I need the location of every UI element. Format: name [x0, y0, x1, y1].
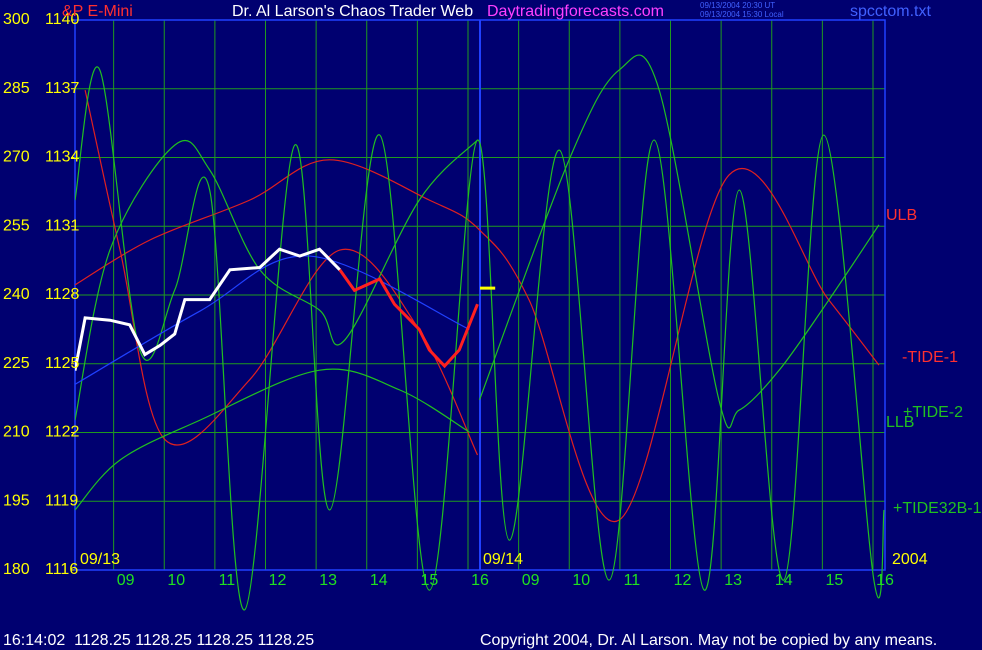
x-tick-label: 11	[219, 572, 236, 589]
x-tick-label: 10	[167, 572, 185, 589]
y2-tick-label: 1134	[45, 149, 80, 166]
series-line	[75, 247, 341, 371]
y2-tick-label: 1137	[45, 80, 80, 97]
y2-tick-label: 1122	[45, 424, 80, 441]
date-label: 09/13	[80, 551, 120, 568]
series-line	[75, 159, 880, 523]
curves	[75, 54, 885, 611]
series-line	[75, 255, 470, 385]
curve-label: ULB	[886, 207, 917, 224]
y2-tick-label: 1131	[45, 217, 80, 234]
timestamp-ut: 09/13/2004 20:30 UT	[700, 1, 775, 10]
y-tick-label: 255	[3, 217, 30, 234]
website: Daytradingforecasts.com	[487, 3, 664, 20]
y2-tick-label: 1119	[45, 492, 78, 509]
x-tick-label: 12	[269, 572, 287, 589]
x-tick-label: 09	[117, 572, 135, 589]
y-tick-label: 270	[3, 149, 30, 166]
y2-tick-label: 1128	[45, 286, 80, 303]
chart-title: Dr. Al Larson's Chaos Trader Web	[232, 3, 473, 20]
timestamp-local: 09/13/2004 15:30 Local	[700, 10, 784, 19]
y2-tick-label: 1125	[45, 355, 80, 372]
file-name: spcctom.txt	[850, 3, 931, 20]
quote-line: 16:14:02 1128.25 1128.25 1128.25 1128.25	[3, 632, 314, 649]
series-line	[478, 54, 880, 429]
x-tick-label: 16	[876, 572, 894, 589]
y2-tick-label: 1140	[45, 11, 80, 28]
curve-label: +TIDE-2	[903, 404, 963, 421]
subtitle: &P E-Mini	[62, 3, 133, 20]
y-tick-label: 225	[3, 355, 30, 372]
x-tick-label: 10	[572, 572, 590, 589]
x-tick-label: 14	[775, 572, 793, 589]
grid	[71, 19, 886, 571]
y-tick-label: 240	[3, 286, 30, 303]
x-tick-label: 15	[825, 572, 843, 589]
x-tick-label: 11	[624, 572, 641, 589]
series-line	[338, 268, 479, 369]
x-tick-label: 14	[370, 572, 388, 589]
y-tick-label: 195	[3, 492, 30, 509]
x-tick-label: 13	[724, 572, 742, 589]
date-label: 09/14	[483, 551, 523, 568]
y-tick-label: 180	[3, 561, 30, 578]
x-tick-label: 09	[522, 572, 540, 589]
y-tick-label: 285	[3, 80, 30, 97]
x-tick-label: 13	[319, 572, 337, 589]
y-tick-label: 210	[3, 424, 30, 441]
curve-label: +TIDE32B-1	[893, 500, 982, 517]
labels: 1801952102252402552702853001116111911221…	[3, 11, 894, 589]
curve-label: -TIDE-1	[902, 349, 958, 366]
x-tick-label: 12	[674, 572, 692, 589]
y2-tick-label: 1116	[45, 561, 78, 578]
copyright: Copyright 2004, Dr. Al Larson. May not b…	[480, 632, 937, 649]
y-tick-label: 300	[3, 11, 30, 28]
series-line	[75, 368, 470, 511]
x-tick-label: 16	[471, 572, 489, 589]
x-tick-label: 15	[420, 572, 438, 589]
curve-label: LLB	[886, 414, 914, 431]
date-label: 2004	[892, 551, 928, 568]
